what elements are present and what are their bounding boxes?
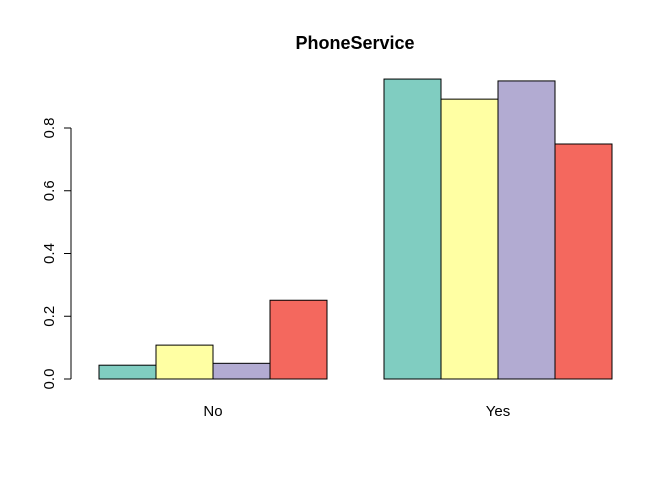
y-tick-label: 0.6 (41, 180, 58, 201)
y-tick-label: 0.0 (41, 369, 58, 390)
x-tick-label-yes: Yes (486, 403, 510, 420)
bar-yes-series-4 (554, 143, 613, 380)
y-tick-label: 0.2 (41, 306, 58, 327)
y-tick-label: 0.4 (41, 243, 58, 264)
bar-yes-series-1 (383, 78, 442, 380)
y-axis: 0.0 0.2 0.4 0.6 0.8 (41, 118, 72, 390)
bar-yes-series-2 (440, 98, 499, 380)
bar-no-series-2 (155, 344, 214, 380)
bar-yes-series-3 (497, 80, 556, 380)
bar-no-series-1 (98, 364, 157, 380)
bar-no-series-4 (269, 299, 328, 380)
bar-no-series-3 (212, 362, 271, 380)
x-tick-label-no: No (203, 403, 222, 420)
bars-group (98, 78, 613, 380)
x-axis-labels: No Yes (203, 403, 510, 420)
chart-title: PhoneService (295, 33, 414, 53)
y-tick-label: 0.8 (41, 118, 58, 139)
